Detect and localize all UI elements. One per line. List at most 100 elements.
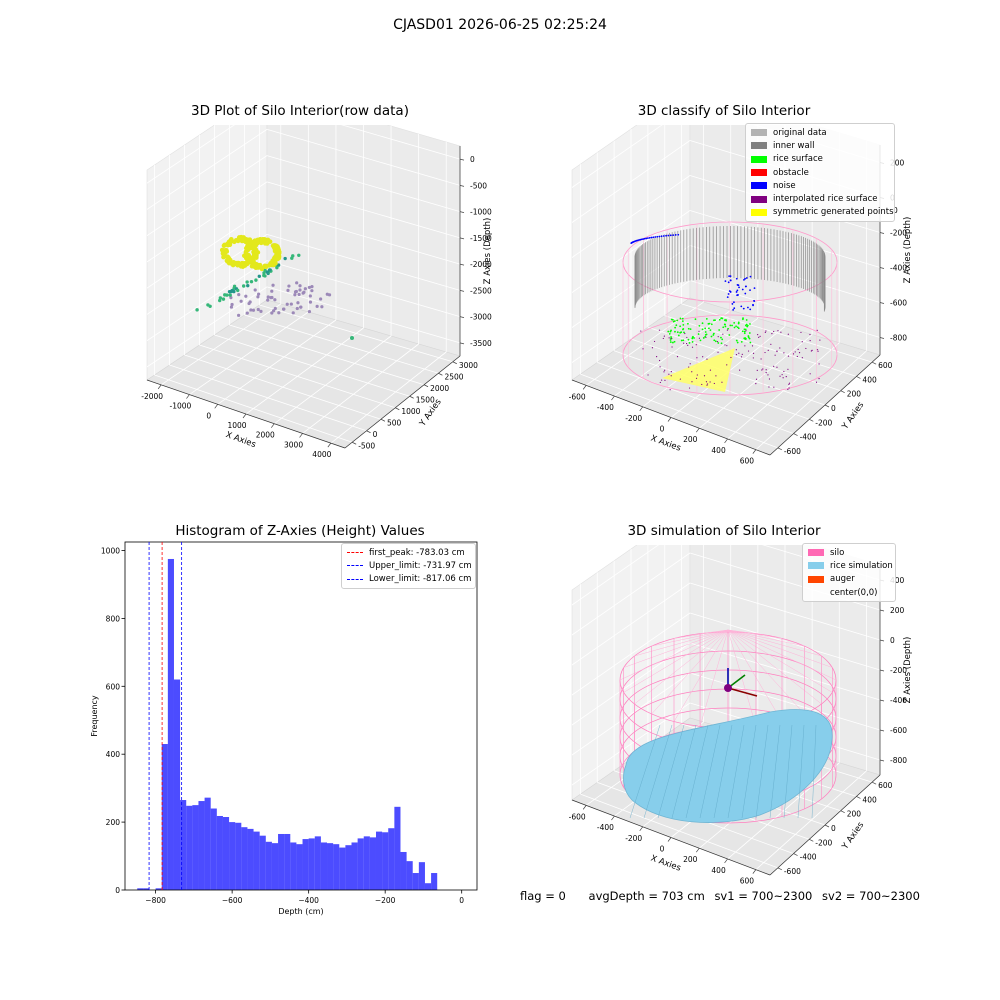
rice-surface-point [697, 333, 700, 335]
p1-ytick-label: 2500 [444, 372, 463, 381]
histogram-frame [124, 541, 478, 891]
rice-mesh-line [629, 724, 661, 819]
rice-surface-point [679, 317, 682, 320]
raw-point [285, 302, 289, 306]
p2-xtick [639, 406, 643, 411]
interpolated-point [816, 349, 819, 351]
noise-point [648, 236, 651, 239]
raw-point [277, 311, 281, 315]
p2-grid-z-back [689, 280, 881, 338]
histogram-bar [253, 831, 260, 890]
interpolated-point [752, 352, 755, 354]
legend-label: first_peak: -783.03 cm [369, 547, 465, 558]
noise-point [667, 234, 670, 237]
histogram-bar [412, 873, 419, 890]
raw-point [251, 258, 256, 264]
noise-point [749, 289, 751, 292]
histogram-ytick-label: 0 [115, 886, 120, 895]
rice-surface-point [667, 330, 670, 333]
p1-xtick [214, 404, 218, 409]
p4-ytick [871, 781, 877, 785]
rice-surface-point [673, 320, 676, 323]
p4-ztick [879, 699, 885, 702]
p2-ytick [856, 376, 861, 379]
raw-point [259, 309, 263, 313]
p1-xtick [299, 433, 303, 438]
interpolated-point [777, 330, 779, 332]
raw-point [263, 264, 269, 270]
interpolated-point [765, 372, 767, 374]
rice-surface-point [733, 321, 736, 324]
interpolated-point [726, 364, 728, 366]
raw-point [260, 237, 266, 242]
rice-surface-point [676, 331, 679, 334]
interpolated-point [781, 374, 783, 376]
p1-xtick-label: 4000 [312, 450, 331, 459]
raw-point [269, 262, 275, 268]
interpolated-point [801, 341, 803, 343]
interpolated-point [702, 356, 704, 358]
interpolated-point [685, 342, 688, 345]
histogram-bar [241, 827, 248, 890]
rice-simulation-surface [623, 709, 833, 823]
raw-point [266, 298, 270, 302]
interpolated-point [761, 369, 763, 371]
histogram-bar [161, 744, 168, 890]
interpolated-point [818, 363, 820, 365]
interpolated-point [642, 348, 644, 350]
interpolated-point [716, 341, 719, 343]
raw-point [319, 297, 323, 301]
p1-xtick [271, 423, 275, 428]
noise-point [662, 235, 665, 237]
p4-grid-z [571, 582, 691, 666]
raw-point [299, 305, 303, 309]
legend-swatch [808, 589, 824, 596]
rice-surface-point [670, 329, 672, 332]
interpolated-point [739, 369, 741, 371]
rice-surface-point [674, 326, 677, 329]
interpolated-point [787, 388, 789, 390]
p1-ytick-label: 1000 [401, 407, 420, 416]
p1-ztick-label: -3000 [470, 313, 492, 322]
rice-mesh-line [811, 724, 817, 819]
legend-entry: interpolated rice surface [751, 192, 889, 205]
rice-surface-point [669, 339, 672, 341]
raw-plot-title: 3D Plot of Silo Interior(row data) [191, 103, 409, 119]
silo-roof-wire [634, 629, 729, 657]
silo-roof-wire [727, 629, 805, 715]
interpolated-point [691, 346, 694, 348]
raw-point [273, 306, 277, 311]
silo-roof-wire [727, 629, 783, 639]
raw-point [236, 288, 240, 293]
rice-surface-point [721, 338, 724, 341]
interpolated-point [788, 382, 791, 384]
p1-ztick [459, 263, 465, 266]
silo-roof-wire [699, 629, 729, 727]
p1-ytick-label: 1500 [416, 395, 435, 404]
interpolated-point [815, 381, 818, 383]
p1-grid-z [146, 260, 268, 341]
p4-grid-z [571, 552, 691, 636]
rice-surface-point [724, 325, 727, 328]
avg-depth-text: avgDepth = 703 cm [588, 889, 705, 903]
legend-label: silo [830, 547, 845, 558]
p4-ztick-label: 0 [890, 636, 895, 645]
raw-point [272, 248, 278, 254]
p1-xtick-label: -2000 [141, 392, 163, 401]
noise-point [672, 234, 675, 237]
noise-point [728, 290, 731, 292]
rice-surface-point [749, 323, 751, 325]
noise-point [745, 277, 748, 279]
legend-swatch [347, 552, 363, 554]
p2-xtick-label: -600 [569, 392, 586, 401]
histogram-bar [327, 843, 334, 890]
interpolated-point [659, 366, 661, 368]
raw-point [297, 292, 301, 297]
interpolated-point [698, 330, 700, 332]
noise-point [645, 237, 648, 240]
rice-surface-point [702, 337, 705, 339]
histogram-bar [265, 841, 272, 890]
noise-point [677, 233, 680, 236]
rice-surface-point [688, 342, 691, 344]
raw-point [253, 288, 257, 292]
